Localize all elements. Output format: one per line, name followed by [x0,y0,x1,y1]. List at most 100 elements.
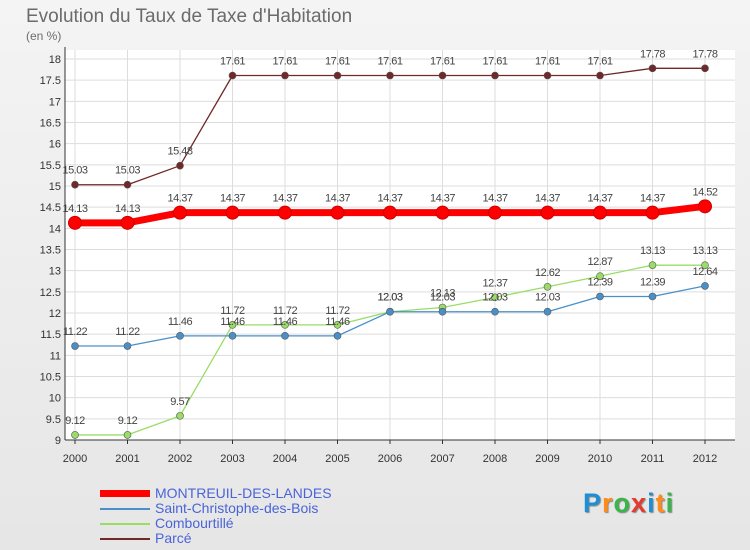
data-label: 12.13 [430,287,455,299]
data-point [491,293,499,302]
y-tick-label: 15 [49,181,61,193]
data-label: 11.72 [273,305,298,317]
data-label: 14.37 [377,193,402,205]
data-point [123,180,132,189]
x-tick-label: 2008 [483,453,507,465]
chart-title: Evolution du Taux de Taxe d'Habitation [26,6,353,27]
data-label: 17.61 [377,56,402,68]
line-chart: 9 9.5 10 10.5 11 11.5 12 12.5 13 13.5 14 14.5 15 15.5… [40,47,735,465]
plot-area [65,50,735,440]
logo-letter: r [602,488,614,518]
legend-label: Saint-Christophe-des-Bois [155,500,319,516]
logo-letter: t [655,488,666,518]
data-point [648,292,657,301]
data-point [333,71,342,80]
data-label: 12.03 [430,292,455,304]
data-label: 11.22 [115,326,140,338]
data-label: 12.62 [535,267,560,279]
data-point [648,261,657,269]
y-tick-label: 16 [49,139,61,151]
legend-label: Parcé [155,530,192,546]
data-point [281,332,289,340]
data-label: 15.03 [115,165,140,177]
y-tick-label: 17.5 [40,75,61,87]
legend-item: Saint-Christophe-des-Bois [100,500,400,516]
logo-letter: i [647,488,656,518]
data-point [123,431,132,439]
y-tick-label: 11.5 [40,329,61,341]
data-point [123,342,132,350]
y-tick-label: 12 [49,308,61,320]
y-tick-label: 15.5 [40,160,61,172]
x-tick-label: 2000 [63,453,87,465]
data-point [543,307,552,316]
data-point [225,205,240,220]
data-point [68,215,82,230]
data-label: 11.46 [273,316,298,328]
data-label: 12.87 [587,256,612,268]
data-point [543,282,552,291]
data-label: 14.37 [587,193,612,205]
x-tick-label: 2009 [535,453,559,465]
data-point [593,205,607,220]
data-label: 13.13 [640,245,665,257]
y-tick-label: 9 [55,435,61,447]
logo-letter: i [665,488,675,518]
data-point [648,64,657,73]
data-label: 9.12 [118,415,138,427]
data-point [228,71,237,80]
logo-letter: P [583,488,603,518]
legend-swatch [100,523,150,525]
y-tick-label: 10 [49,393,61,405]
data-point [176,412,184,420]
data-label: 13.13 [692,245,717,257]
y-tick-label: 14.5 [40,202,61,214]
x-tick-label: 2007 [430,453,454,465]
data-point [71,431,79,439]
data-label: 15.03 [62,165,87,177]
y-tick-label: 11 [50,350,61,362]
data-point [386,71,394,80]
x-tick-label: 2011 [641,453,665,465]
data-label: 14.13 [115,203,140,215]
data-point [228,321,237,329]
data-point [281,71,289,80]
data-label: 12.64 [692,266,717,278]
data-point [488,205,502,220]
data-point [228,332,237,340]
data-label: 17.61 [325,56,350,68]
data-point [701,64,709,73]
data-label: 17.61 [535,56,560,68]
data-point [645,205,660,220]
data-label: 11.46 [168,316,193,328]
data-point [596,272,604,280]
data-label: 11.46 [220,316,245,328]
data-point [701,261,709,269]
data-label: 14.37 [430,193,455,205]
data-point [543,71,552,80]
proxiti-logo: Proxiti [583,488,674,519]
data-label: 14.37 [272,193,297,205]
data-label: 9.57 [170,396,190,408]
legend-item: MONTREUIL-DES-LANDES [100,485,400,501]
y-tick-label: 10.5 [40,372,61,384]
data-label: 14.37 [220,193,245,205]
data-point [698,199,712,214]
data-label: 14.37 [535,193,560,205]
y-tick-label: 18 [49,54,61,66]
y-tick-label: 9.5 [46,414,61,426]
data-point [438,307,447,316]
data-point [278,205,292,220]
legend: MONTREUIL-DES-LANDES Saint-Christophe-des… [100,485,400,546]
logo-letter: x [631,488,648,518]
x-tick-label: 2010 [588,453,612,465]
data-label: 12.03 [377,292,402,304]
data-point [596,71,604,80]
data-point [281,321,289,329]
data-label: 11.22 [63,326,88,338]
y-tick-label: 14 [49,223,61,235]
x-tick-label: 2005 [325,453,349,465]
data-point [333,321,342,329]
data-label: 11.72 [325,305,350,317]
